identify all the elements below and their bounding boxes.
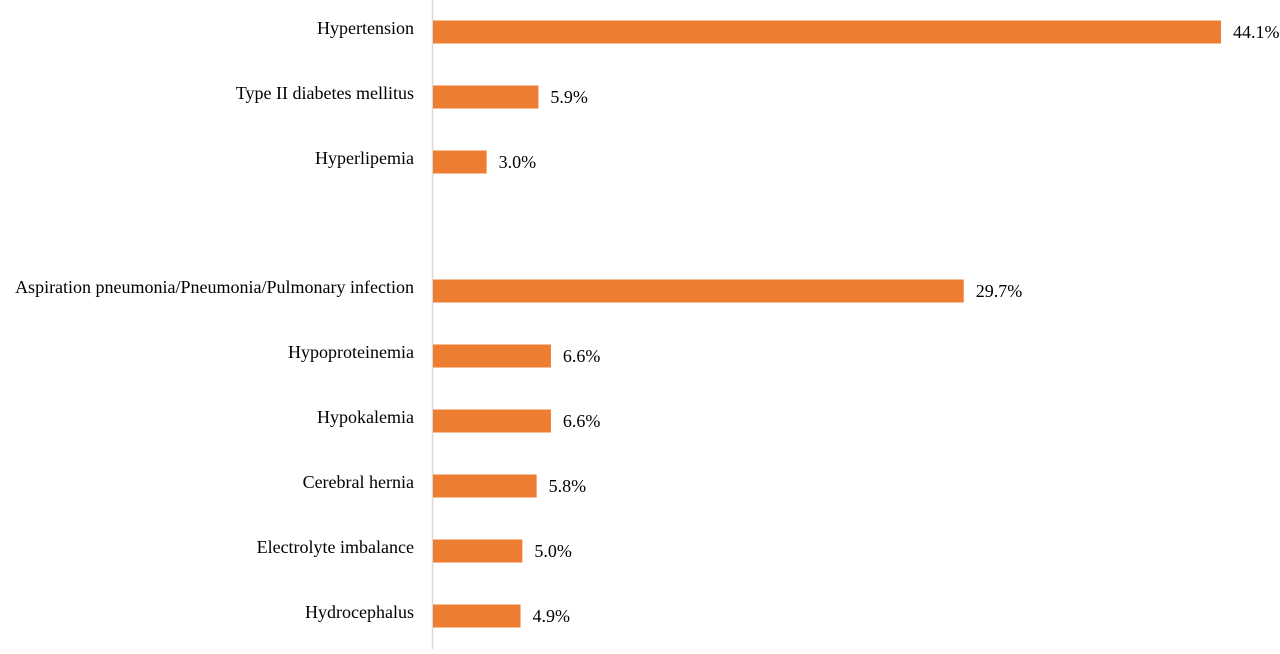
value-label: 3.0% — [499, 152, 537, 172]
category-label: Aspiration pneumonia/Pneumonia/Pulmonary… — [15, 277, 414, 297]
value-label: 6.6% — [563, 411, 601, 431]
value-label: 5.8% — [549, 476, 587, 496]
bar — [433, 150, 487, 174]
category-label: Cerebral hernia — [303, 472, 414, 492]
bar — [433, 344, 551, 368]
bar — [433, 85, 539, 109]
category-label: Electrolyte imbalance — [257, 537, 414, 557]
bar — [433, 409, 551, 433]
bar — [433, 20, 1221, 44]
value-labels: 44.1% 5.9% 3.0% 29.7% 6.6% 6.6% 5.8% 5.0% 4.9% — [499, 22, 1280, 626]
category-label: Hypertension — [317, 18, 414, 38]
category-label: Hypokalemia — [317, 407, 414, 427]
category-labels: Hypertension Type II diabetes mellitus Hyp… — [15, 18, 414, 622]
bar — [433, 539, 523, 563]
bar — [433, 279, 964, 303]
bar — [433, 474, 537, 498]
category-label: Hypoproteinemia — [288, 342, 414, 362]
value-label: 4.9% — [533, 606, 571, 626]
value-label: 5.0% — [534, 541, 572, 561]
bar — [433, 604, 521, 628]
value-label: 6.6% — [563, 346, 601, 366]
category-label: Hyperlipemia — [315, 148, 414, 168]
category-label: Hydrocephalus — [305, 602, 414, 622]
value-label: 5.9% — [550, 87, 588, 107]
category-label: Type II diabetes mellitus — [236, 83, 414, 103]
value-label: 29.7% — [976, 281, 1023, 301]
bars — [433, 20, 1221, 628]
value-label: 44.1% — [1233, 22, 1280, 42]
